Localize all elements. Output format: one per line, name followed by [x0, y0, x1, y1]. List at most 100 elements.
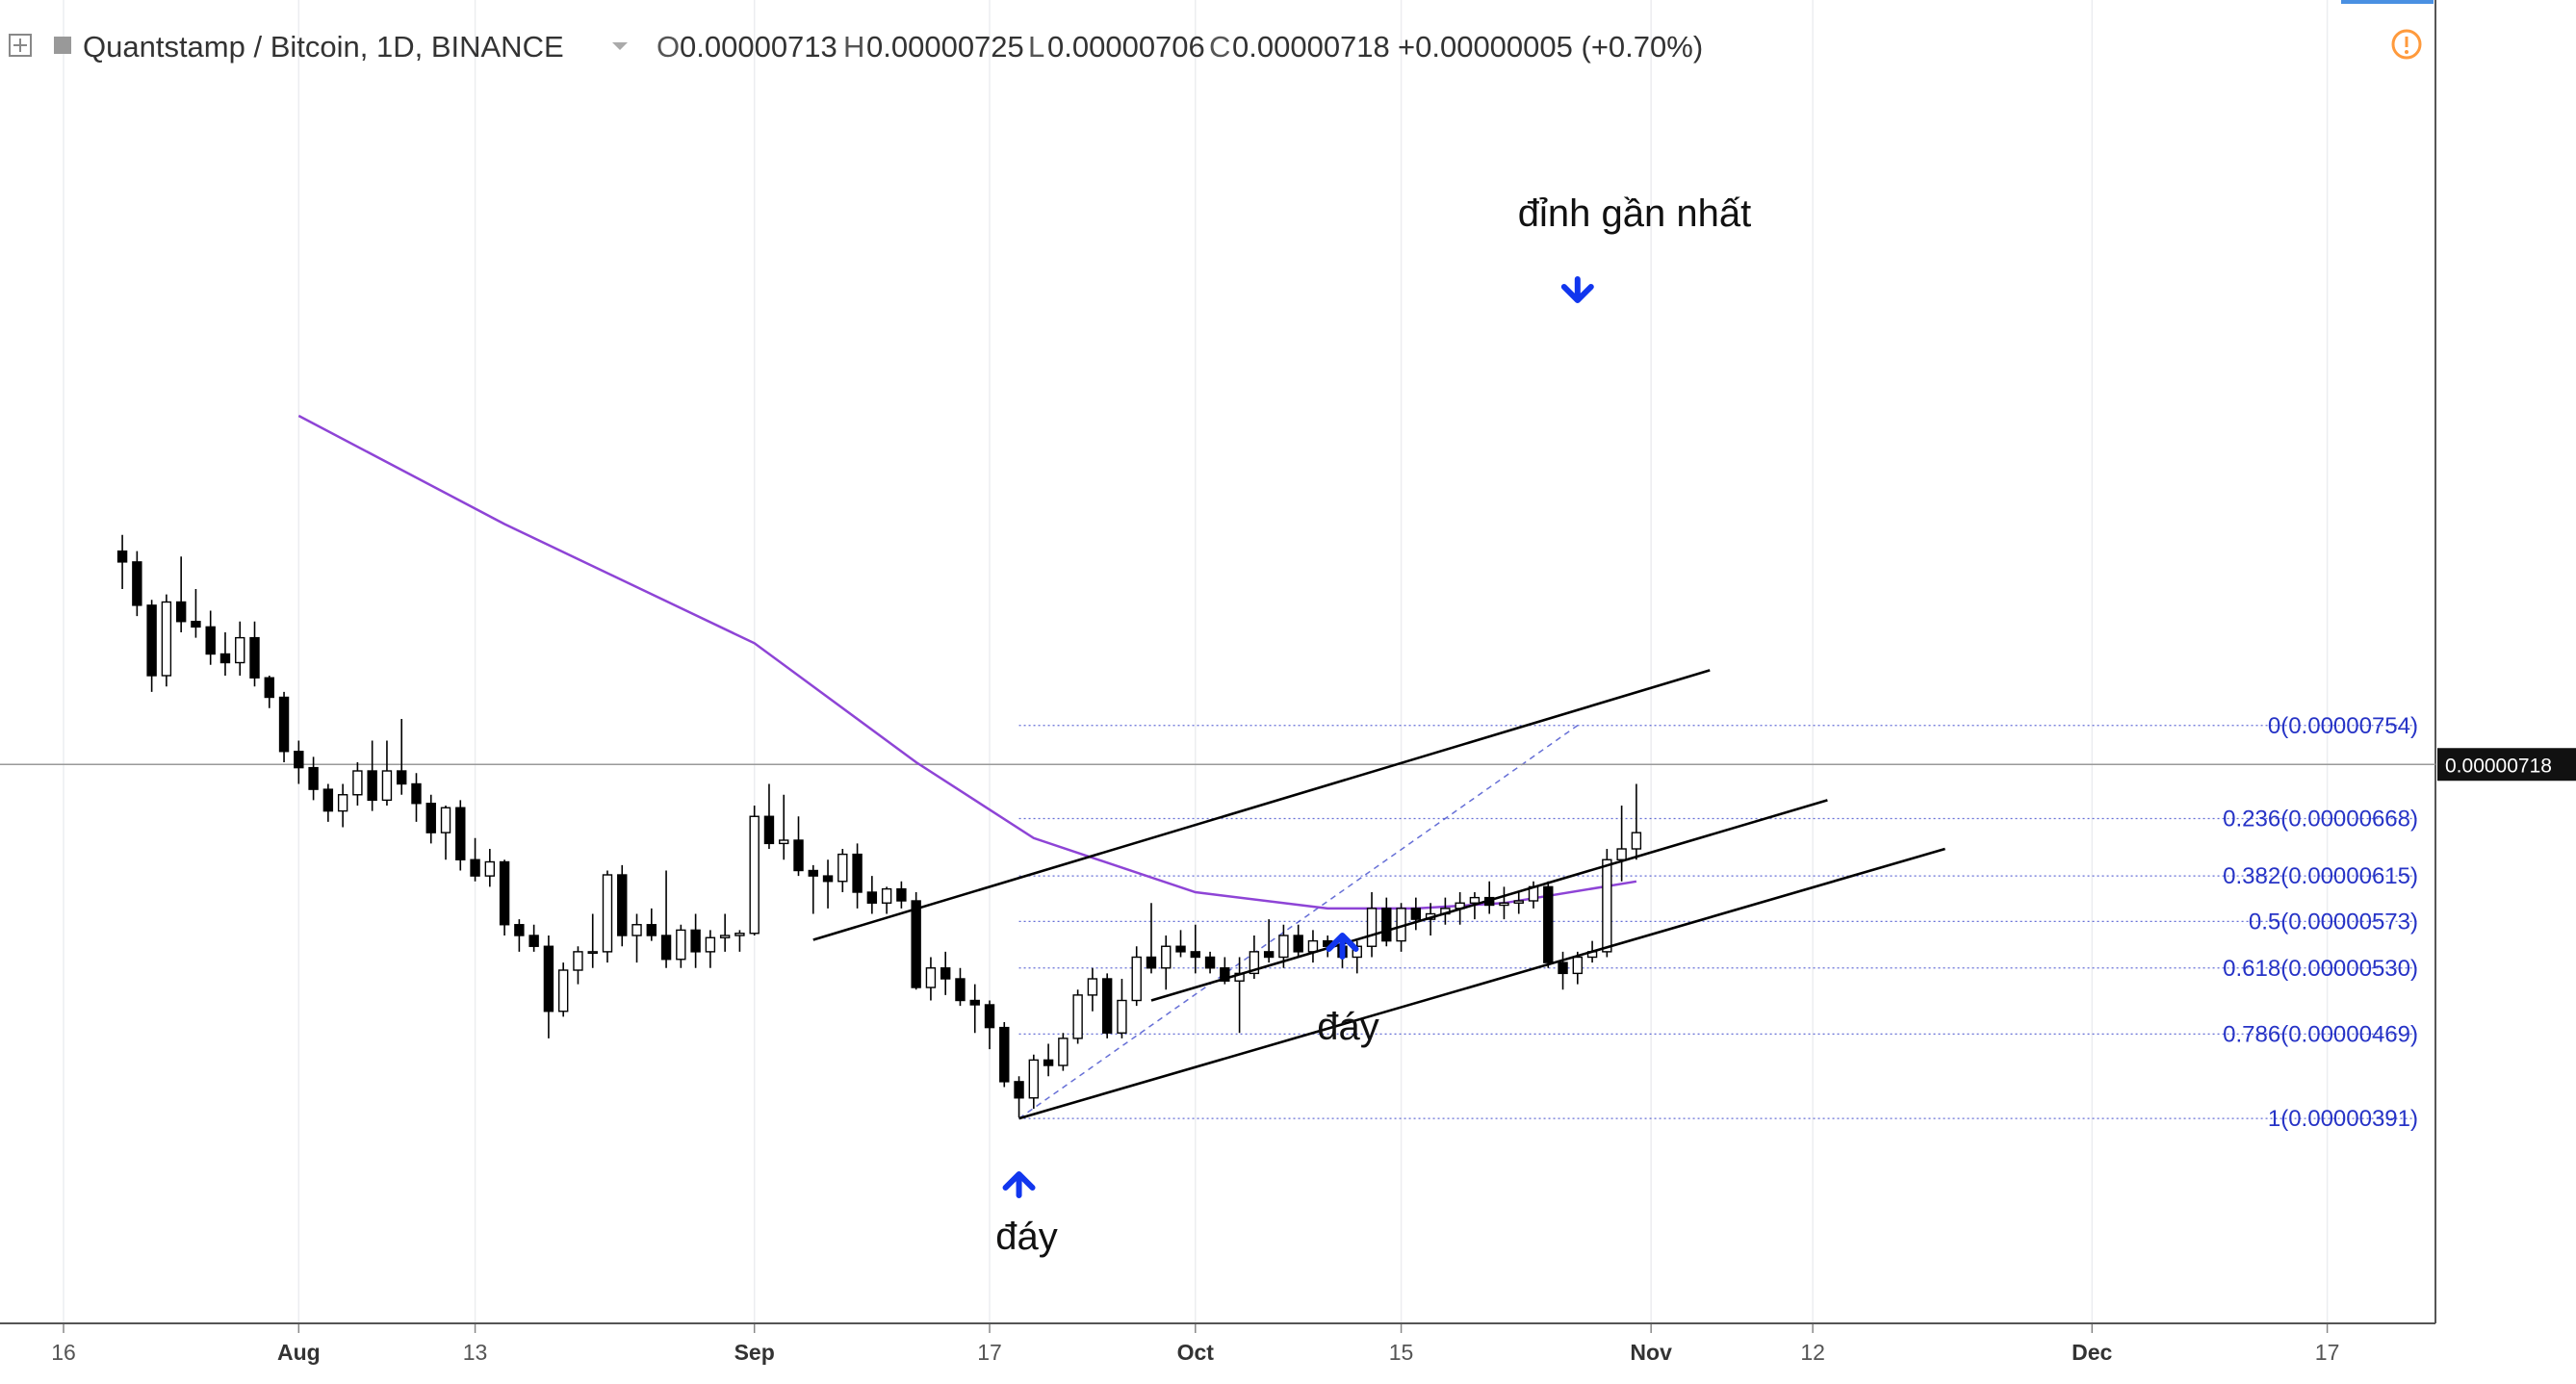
fib-label: 0.382(0.00000615)	[2223, 863, 2418, 889]
candle	[587, 913, 598, 968]
candle-body	[1263, 951, 1275, 959]
candle-body	[1410, 908, 1422, 920]
expand-icon[interactable]	[9, 34, 32, 57]
candle	[1014, 1076, 1024, 1117]
candle-body	[308, 766, 319, 790]
candle-body	[219, 653, 231, 664]
candle	[690, 913, 701, 968]
candle	[734, 930, 745, 952]
candle-body	[455, 807, 466, 860]
candles[interactable]	[116, 534, 1642, 1117]
candle	[1175, 930, 1186, 958]
candle-body	[132, 561, 142, 606]
candle-body	[969, 999, 980, 1006]
candle-body	[617, 874, 628, 936]
x-tick-label: 17	[977, 1340, 1002, 1365]
candle	[219, 632, 231, 676]
candle	[984, 1000, 995, 1050]
candle	[1117, 979, 1127, 1038]
candle-body	[1220, 967, 1230, 982]
low-value: 0.00000706	[1047, 30, 1205, 64]
candle	[397, 719, 407, 795]
open-value: 0.00000713	[680, 30, 837, 64]
candle	[676, 924, 686, 968]
candle-body	[116, 550, 128, 563]
candle	[1161, 935, 1172, 990]
candle-body	[896, 887, 907, 902]
candle-body	[1381, 908, 1392, 942]
candle	[822, 859, 834, 909]
candle-body	[1307, 939, 1319, 953]
candle	[896, 881, 907, 909]
candle-body	[1513, 900, 1524, 904]
candle	[999, 1022, 1010, 1088]
candle-body	[631, 924, 642, 936]
candle-body	[543, 945, 554, 1012]
candle-body	[1278, 935, 1289, 959]
candle	[1440, 897, 1451, 925]
candle-body	[1616, 848, 1627, 860]
candle-body	[734, 933, 745, 936]
candle-body	[249, 636, 260, 679]
candle	[955, 967, 966, 1007]
candle-body	[1190, 951, 1200, 959]
candle-body	[191, 621, 201, 628]
candle-body	[337, 794, 348, 812]
close-label: C	[1209, 30, 1230, 64]
candle-body	[646, 924, 657, 936]
candle-body	[1499, 902, 1509, 907]
candle-body	[1631, 832, 1642, 850]
candle	[940, 951, 951, 995]
trend-channels	[812, 669, 1945, 1120]
fib-levels: 0(0.00000754) 0.236(0.00000668) 0.382(0.00…	[0, 713, 2435, 1132]
candle	[1307, 930, 1319, 963]
candle-body	[940, 967, 951, 980]
candle	[1543, 881, 1554, 968]
candle-body	[205, 626, 216, 655]
toolbar-strip	[2341, 0, 2434, 4]
candle-body	[397, 770, 407, 785]
low-label: L	[1028, 30, 1044, 64]
candle	[646, 908, 657, 941]
candle	[837, 849, 848, 892]
candle	[411, 773, 422, 822]
candle-body	[1101, 978, 1113, 1034]
candle-body	[749, 815, 760, 935]
candle	[484, 849, 496, 887]
last-price-badge	[2437, 748, 2576, 782]
annotation-label: đáy	[1317, 1006, 1379, 1048]
candle-body	[852, 853, 863, 893]
symbol-name[interactable]: Quantstamp / Bitcoin, 1D, BINANCE	[83, 30, 564, 64]
candle	[1101, 973, 1113, 1038]
candle-body	[1072, 994, 1083, 1039]
candle-body	[1204, 956, 1216, 969]
fib-label: 0(0.00000754)	[2268, 713, 2418, 739]
candle	[337, 783, 348, 828]
fib-label: 0.618(0.00000530)	[2223, 956, 2418, 982]
candle-body	[381, 770, 393, 802]
chevron-down-icon[interactable]	[612, 42, 628, 50]
candle	[1131, 946, 1142, 1007]
candle-body	[1014, 1081, 1024, 1099]
candle-body	[1558, 961, 1568, 975]
candle-body	[763, 815, 775, 845]
candle	[617, 864, 628, 947]
x-tick-label: 17	[2315, 1340, 2340, 1365]
candle-body	[1175, 945, 1186, 953]
candle-body	[1293, 935, 1303, 953]
candle	[1058, 1033, 1069, 1071]
candle	[249, 621, 260, 687]
candle-body	[294, 751, 304, 769]
lower-channel-line	[1018, 847, 1945, 1120]
candle-body	[911, 900, 921, 988]
alert-icon[interactable]	[2391, 29, 2422, 60]
candle-body	[1043, 1059, 1054, 1066]
upper-channel-line	[812, 669, 1711, 941]
candle	[763, 783, 775, 849]
candle	[161, 594, 172, 687]
candle	[1249, 935, 1260, 979]
candle	[1410, 897, 1422, 931]
x-tick-label: Sep	[734, 1340, 775, 1365]
x-tick-label: Dec	[2072, 1340, 2112, 1365]
